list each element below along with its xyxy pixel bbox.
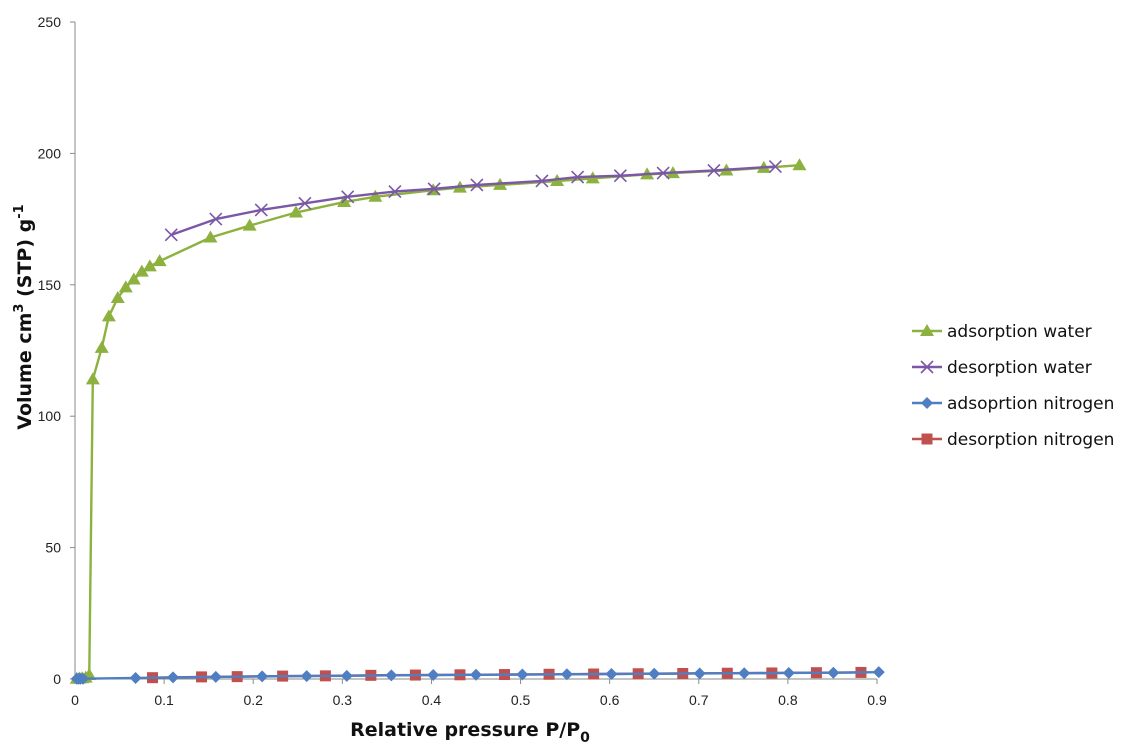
data-point bbox=[656, 166, 670, 180]
data-point bbox=[605, 668, 618, 681]
data-point bbox=[872, 666, 885, 679]
plot-area bbox=[69, 158, 885, 685]
data-point bbox=[300, 670, 313, 683]
data-point bbox=[341, 190, 355, 204]
y-tick-label: 200 bbox=[38, 145, 62, 161]
x-axis-title: Relative pressure P/P0 bbox=[350, 719, 590, 743]
series-line bbox=[76, 164, 800, 680]
data-point bbox=[385, 669, 398, 682]
legend-label: desorption nitrogen bbox=[947, 430, 1114, 450]
data-point bbox=[648, 667, 661, 680]
data-point bbox=[368, 189, 383, 202]
data-point bbox=[288, 205, 303, 218]
x-tick-label: 0.1 bbox=[154, 692, 174, 708]
data-point bbox=[782, 666, 795, 679]
legend-label: desorption water bbox=[947, 358, 1092, 378]
data-point bbox=[142, 259, 157, 272]
data-point bbox=[134, 264, 149, 277]
data-point bbox=[792, 158, 807, 171]
data-point bbox=[101, 309, 116, 322]
x-tick-label: 0.4 bbox=[422, 692, 442, 708]
x-tick-label: 0.6 bbox=[600, 692, 620, 708]
legend-swatch-marker bbox=[921, 433, 933, 445]
x-tick-label: 0.8 bbox=[778, 692, 798, 708]
x-tick-label: 0.9 bbox=[867, 692, 887, 708]
x-tick-label: 0.5 bbox=[511, 692, 531, 708]
data-point bbox=[85, 372, 100, 385]
data-point bbox=[164, 228, 178, 242]
data-point bbox=[126, 272, 141, 285]
data-point bbox=[129, 671, 142, 684]
data-point bbox=[388, 184, 402, 199]
y-axis-title-sup2: -1 bbox=[12, 204, 27, 218]
data-point bbox=[77, 672, 90, 685]
data-point bbox=[209, 212, 223, 226]
x-axis-title-main: Relative pressure P/P bbox=[350, 719, 580, 741]
x-axis-title-subscript: 0 bbox=[580, 730, 590, 743]
data-point bbox=[827, 666, 840, 679]
data-point bbox=[167, 671, 180, 684]
data-point bbox=[768, 159, 782, 174]
data-point bbox=[738, 667, 751, 680]
x-tick-label: 0 bbox=[71, 692, 79, 708]
data-point bbox=[298, 196, 312, 210]
series-line bbox=[76, 670, 879, 680]
data-point bbox=[340, 669, 353, 682]
data-point bbox=[470, 668, 482, 681]
legend-label: adsoprtion nitrogen bbox=[947, 394, 1114, 414]
data-point bbox=[152, 254, 167, 267]
legend-item: desorption water bbox=[912, 358, 1092, 378]
x-tick-label: 0.3 bbox=[333, 692, 353, 708]
legend-swatch-marker bbox=[920, 360, 934, 374]
data-point bbox=[203, 230, 218, 243]
data-point bbox=[535, 174, 549, 188]
y-axis-title-pre: Volume cm bbox=[14, 313, 36, 430]
data-point bbox=[427, 182, 441, 196]
data-point bbox=[470, 178, 484, 192]
data-point bbox=[427, 669, 440, 682]
legend: adsorption water desorption water adsoprti… bbox=[912, 322, 1114, 450]
series-1 bbox=[164, 159, 782, 242]
data-point bbox=[707, 163, 721, 178]
legend-item: desorption nitrogen bbox=[912, 430, 1114, 450]
data-point bbox=[613, 169, 627, 183]
data-point bbox=[516, 668, 529, 681]
legend-label: adsorption water bbox=[947, 322, 1092, 342]
series-2 bbox=[70, 666, 885, 685]
y-axis-title: Volume cm3 (STP) g-1 bbox=[12, 204, 36, 429]
legend-item: adsoprtion nitrogen bbox=[912, 394, 1114, 414]
y-tick-label: 150 bbox=[38, 277, 62, 293]
x-tick-label: 0.2 bbox=[243, 692, 263, 708]
x-tick-label: 0.7 bbox=[689, 692, 709, 708]
data-point bbox=[94, 340, 109, 353]
y-tick-label: 50 bbox=[45, 540, 61, 556]
data-point bbox=[693, 667, 706, 680]
data-point bbox=[560, 668, 573, 681]
data-point bbox=[254, 203, 268, 217]
chart-axes bbox=[70, 21, 878, 684]
y-tick-label: 250 bbox=[38, 14, 62, 30]
data-point bbox=[209, 670, 222, 683]
data-point bbox=[118, 280, 133, 293]
tick-labels: 0 50 100 150 200 250 0 0.1 0.2 0.3 0.4 0.5 0.6 0.7 0.8… bbox=[38, 14, 887, 708]
legend-item: adsorption water bbox=[912, 322, 1092, 342]
y-axis-title-sup1: 3 bbox=[12, 304, 27, 313]
data-point bbox=[256, 670, 269, 683]
data-point bbox=[242, 218, 257, 231]
series-0 bbox=[69, 158, 807, 684]
legend-swatch-marker bbox=[921, 397, 933, 409]
data-point bbox=[110, 290, 125, 303]
y-axis-title-mid: (STP) g bbox=[14, 219, 36, 304]
series-line bbox=[170, 165, 776, 236]
legend-swatch-marker bbox=[920, 324, 934, 336]
y-tick-label: 0 bbox=[53, 671, 61, 687]
y-tick-label: 100 bbox=[38, 408, 62, 424]
data-point bbox=[571, 170, 585, 184]
